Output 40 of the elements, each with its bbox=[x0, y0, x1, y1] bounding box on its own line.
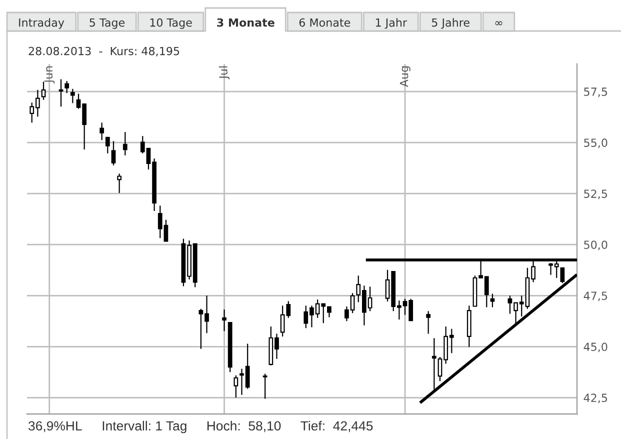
text: 5 Jahre bbox=[432, 18, 470, 29]
candlestick bbox=[426, 310, 431, 334]
text: 10 Tage bbox=[150, 18, 192, 29]
candlestick bbox=[58, 78, 64, 108]
candlestick bbox=[222, 308, 226, 332]
candlestick bbox=[111, 140, 116, 166]
y-tick-label: 47,5 bbox=[584, 292, 608, 302]
candlestick bbox=[41, 81, 46, 100]
candlestick bbox=[466, 305, 472, 348]
y-tick-label: 45,0 bbox=[584, 342, 608, 352]
candlestick bbox=[70, 88, 75, 104]
x-tick-label: Aug bbox=[400, 66, 410, 87]
candlestick bbox=[432, 338, 436, 393]
text: 1 Jahr bbox=[376, 18, 408, 29]
candlestick bbox=[105, 136, 110, 154]
candlestick bbox=[234, 374, 238, 398]
candlestick bbox=[117, 173, 122, 194]
text: Intervall: 1 Tag bbox=[102, 420, 186, 434]
candlestick bbox=[100, 122, 104, 141]
text: 36,9%HL bbox=[28, 421, 82, 432]
text: 3 Monate bbox=[217, 18, 274, 27]
candlestick bbox=[262, 373, 268, 400]
y-tick-label: 50,0 bbox=[584, 240, 608, 250]
text: Hoch: 58,10 bbox=[207, 420, 281, 432]
text: Tief: 42,445 bbox=[300, 420, 373, 432]
candlestick bbox=[490, 293, 495, 308]
y-tick-label: 57,5 bbox=[584, 88, 608, 98]
chart-title: 28.08.2013 - Kurs: 48,195 bbox=[28, 46, 180, 56]
y-tick-label: 55,0 bbox=[584, 138, 608, 148]
y-tick-label: 52,5 bbox=[584, 190, 608, 200]
candlestick bbox=[228, 322, 232, 373]
y-tick-label: 42,5 bbox=[584, 394, 608, 404]
text: ∞ bbox=[495, 21, 502, 26]
x-tick-label: Jun bbox=[44, 66, 55, 84]
text: Intraday bbox=[19, 18, 64, 29]
candlestick bbox=[122, 131, 128, 156]
candlestick bbox=[64, 80, 70, 94]
x-tick-label: Jul bbox=[218, 66, 230, 80]
text: 6 Monate bbox=[299, 18, 350, 27]
text: 5 Tage bbox=[90, 18, 125, 29]
